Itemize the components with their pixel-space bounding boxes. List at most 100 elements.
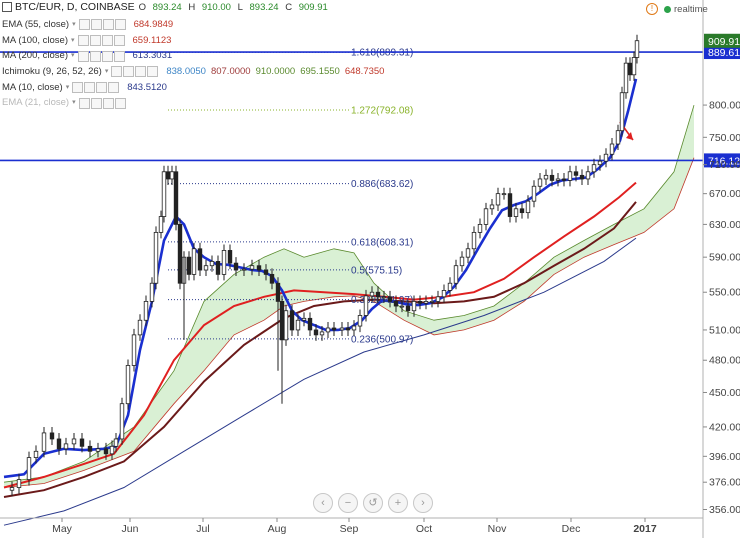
close-icon[interactable] bbox=[147, 66, 159, 78]
settings-icon[interactable] bbox=[72, 82, 84, 94]
warning-icon[interactable]: ! bbox=[646, 3, 658, 15]
legend-value: 613.3031 bbox=[132, 50, 173, 62]
chevron-down-icon[interactable]: ▾ bbox=[65, 83, 70, 91]
candle-body bbox=[153, 231, 159, 284]
chevron-down-icon[interactable]: ▾ bbox=[72, 21, 76, 28]
candle-body bbox=[87, 445, 93, 452]
format-icon[interactable] bbox=[90, 19, 102, 31]
add-icon[interactable] bbox=[96, 82, 108, 94]
realtime-indicator[interactable]: ! realtime bbox=[646, 3, 708, 15]
format-icon[interactable] bbox=[84, 82, 96, 94]
candle-body bbox=[283, 310, 289, 341]
y-tick-label: 480.00 bbox=[709, 355, 740, 367]
y-tick-label: 750.00 bbox=[709, 132, 740, 144]
add-icon[interactable] bbox=[101, 35, 113, 47]
legend-row[interactable]: EMA (21, close) ▾ bbox=[0, 95, 384, 111]
candle-body bbox=[597, 160, 603, 166]
legend-value: 807.0000 bbox=[210, 66, 251, 78]
settings-icon[interactable] bbox=[111, 66, 123, 78]
chevron-down-icon[interactable]: ▾ bbox=[71, 36, 75, 44]
zoom-in-button[interactable]: + bbox=[388, 493, 408, 513]
x-tick-label: Oct bbox=[416, 523, 432, 535]
candle-body bbox=[301, 317, 307, 321]
close-icon[interactable] bbox=[114, 19, 126, 31]
candle-body bbox=[26, 457, 32, 480]
legend-row[interactable]: MA (100, close) ▾ 659.1123 bbox=[0, 33, 384, 49]
legend-row[interactable]: Ichimoku (9, 26, 52, 26) ▾ 838.0050 807.000… bbox=[0, 64, 384, 80]
candle-body bbox=[615, 130, 621, 145]
x-tick-label: 2017 bbox=[633, 523, 657, 535]
candle-body bbox=[627, 62, 633, 76]
level-price-tag bbox=[704, 153, 740, 168]
y-tick-label: 510.00 bbox=[709, 324, 740, 336]
candle-body bbox=[41, 432, 47, 452]
collapse-icon[interactable] bbox=[2, 2, 12, 12]
ma100-line bbox=[3, 201, 637, 498]
legend-value: 838.0050 bbox=[166, 66, 206, 78]
add-icon[interactable] bbox=[135, 66, 147, 78]
candle-body bbox=[158, 216, 164, 233]
settings-icon[interactable] bbox=[78, 19, 90, 31]
format-icon[interactable] bbox=[123, 66, 135, 78]
chevron-down-icon[interactable]: ▾ bbox=[104, 68, 109, 76]
add-icon[interactable] bbox=[102, 19, 114, 31]
scroll-left-button[interactable]: ‹ bbox=[313, 493, 333, 513]
fib-level-label: 1.618(889.31) bbox=[351, 48, 413, 59]
candle-body bbox=[227, 250, 233, 264]
candle-body bbox=[33, 450, 39, 458]
candle-body bbox=[203, 265, 209, 271]
senkou-span-b-line bbox=[3, 157, 695, 488]
candle-body bbox=[423, 300, 429, 304]
candle-body bbox=[465, 248, 471, 258]
level-price-tag bbox=[704, 45, 740, 60]
x-tick-label: Jul bbox=[196, 523, 209, 535]
chevron-down-icon[interactable]: ▾ bbox=[72, 99, 76, 107]
candle-body bbox=[549, 174, 555, 181]
close-icon[interactable] bbox=[114, 97, 126, 109]
scroll-right-button[interactable]: › bbox=[413, 493, 433, 513]
candle-body bbox=[537, 178, 543, 187]
reset-button[interactable]: ↺ bbox=[363, 493, 383, 513]
close-icon[interactable] bbox=[113, 35, 125, 47]
legend-row[interactable]: MA (10, close) ▾ 843.5120 bbox=[0, 80, 384, 96]
fibonacci-levels: 1.618(889.31) 1.272(792.08) 0.886(683.62) 0… bbox=[168, 48, 413, 345]
close-icon[interactable] bbox=[113, 50, 125, 62]
candle-body bbox=[555, 178, 561, 181]
y-tick-label: 630.00 bbox=[709, 219, 740, 231]
legend-name: EMA (55, close) bbox=[2, 19, 70, 30]
low-value: 893.24 bbox=[249, 1, 279, 13]
close-icon[interactable] bbox=[108, 82, 120, 94]
chart-navigation: ‹ − ↺ + › bbox=[313, 493, 433, 513]
fib-level-label: 0.236(500.97) bbox=[351, 334, 413, 345]
settings-icon[interactable] bbox=[77, 35, 89, 47]
fib-level-label: 0.618(608.31) bbox=[351, 237, 413, 248]
add-icon[interactable] bbox=[102, 97, 114, 109]
format-icon[interactable] bbox=[90, 97, 102, 109]
add-icon[interactable] bbox=[101, 50, 113, 62]
candle-body bbox=[477, 223, 483, 233]
candle-body bbox=[109, 445, 115, 455]
candle-body bbox=[113, 438, 119, 447]
candle-body bbox=[197, 248, 203, 271]
y-tick-label: 800.00 bbox=[709, 100, 740, 112]
candle-body bbox=[95, 448, 101, 452]
candle-body bbox=[325, 327, 331, 333]
settings-icon[interactable] bbox=[77, 50, 89, 62]
legend-row[interactable]: EMA (55, close) ▾ 684.9849 bbox=[0, 17, 384, 33]
settings-icon[interactable] bbox=[78, 97, 90, 109]
candle-body bbox=[483, 208, 489, 225]
candles bbox=[9, 34, 640, 497]
format-icon[interactable] bbox=[89, 50, 101, 62]
format-icon[interactable] bbox=[89, 35, 101, 47]
candle-body bbox=[9, 487, 15, 491]
chevron-down-icon[interactable]: ▾ bbox=[71, 52, 75, 60]
legend-row[interactable]: MA (200, close) ▾ 613.3031 bbox=[0, 48, 384, 64]
candle-body bbox=[631, 57, 637, 76]
y-tick-label: 590.00 bbox=[709, 252, 740, 264]
zoom-out-button[interactable]: − bbox=[338, 493, 358, 513]
candle-body bbox=[177, 223, 183, 284]
candle-body bbox=[103, 448, 109, 455]
candle-body bbox=[279, 300, 285, 341]
x-tick-label: Dec bbox=[562, 523, 581, 535]
